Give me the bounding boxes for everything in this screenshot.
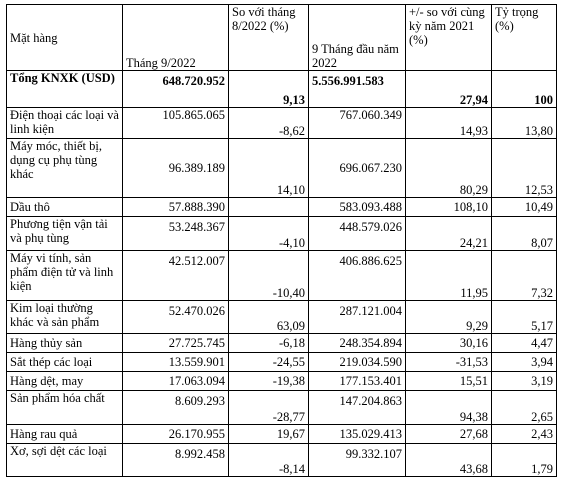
row-yoy: 80,29 bbox=[405, 138, 492, 198]
row-yoy: 11,95 bbox=[405, 250, 492, 301]
row-vs-prev: 63,09 bbox=[228, 300, 309, 334]
row-month: 52.470.026 bbox=[122, 300, 229, 334]
row-share: 1,79 bbox=[491, 443, 557, 477]
row-share: 2,43 bbox=[491, 424, 557, 444]
header-yoy: +/- so với cùng kỳ năm 2021 (%) bbox=[405, 4, 492, 71]
table-row: Sắt thép các loại 13.559.901 -24,55 219.… bbox=[6, 352, 557, 372]
row-month: 8.992.458 bbox=[122, 443, 229, 477]
row-name: Sản phẩm hóa chất bbox=[6, 390, 123, 425]
table-row: Kim loại thường khác và sản phẩm 52.470.… bbox=[6, 300, 557, 334]
row-share: 5,17 bbox=[491, 300, 557, 334]
row-ytd: 248.354.894 bbox=[308, 333, 406, 353]
header-month: Tháng 9/2022 bbox=[122, 4, 229, 71]
row-share: 3,94 bbox=[491, 352, 557, 372]
row-yoy: 27,68 bbox=[405, 424, 492, 444]
row-ytd: 767.060.349 bbox=[308, 107, 406, 139]
row-vs-prev: -8,62 bbox=[228, 107, 309, 139]
row-ytd: 406.886.625 bbox=[308, 250, 406, 301]
row-share: 3,19 bbox=[491, 371, 557, 391]
table-row: Xơ, sợi dệt các loại 8.992.458 -8,14 99.… bbox=[6, 443, 557, 477]
row-name: Điện thoại các loại và linh kiện bbox=[6, 107, 123, 139]
row-share: 13,80 bbox=[491, 107, 557, 139]
row-yoy: 30,16 bbox=[405, 333, 492, 353]
row-ytd: 448.579.026 bbox=[308, 216, 406, 251]
row-name: Xơ, sợi dệt các loại bbox=[6, 443, 123, 477]
row-yoy: 14,93 bbox=[405, 107, 492, 139]
total-month: 648.720.952 bbox=[122, 70, 229, 108]
row-yoy: 108,10 bbox=[405, 197, 492, 217]
row-share: 4,47 bbox=[491, 333, 557, 353]
row-yoy: 9,29 bbox=[405, 300, 492, 334]
row-vs-prev: -6,18 bbox=[228, 333, 309, 353]
table-row: Máy móc, thiết bị, dụng cụ phụ tùng khác… bbox=[6, 138, 557, 198]
row-ytd: 696.067.230 bbox=[308, 138, 406, 198]
header-vs-prev: So với tháng 8/2022 (%) bbox=[228, 4, 309, 71]
row-vs-prev: -24,55 bbox=[228, 352, 309, 372]
row-month: 8.609.293 bbox=[122, 390, 229, 425]
row-ytd: 583.093.488 bbox=[308, 197, 406, 217]
row-month: 13.559.901 bbox=[122, 352, 229, 372]
row-share: 12,53 bbox=[491, 138, 557, 198]
total-row: Tổng KNXK (USD) 648.720.952 9,13 5.556.9… bbox=[6, 70, 557, 108]
row-name: Sắt thép các loại bbox=[6, 352, 123, 372]
row-vs-prev: -10,40 bbox=[228, 250, 309, 301]
total-yoy: 27,94 bbox=[405, 70, 492, 108]
row-share: 10,49 bbox=[491, 197, 557, 217]
row-month: 26.170.955 bbox=[122, 424, 229, 444]
row-yoy: 15,51 bbox=[405, 371, 492, 391]
export-table: Mặt hàng Tháng 9/2022 So với tháng 8/202… bbox=[6, 4, 557, 477]
total-ytd: 5.556.991.583 bbox=[308, 70, 406, 108]
row-vs-prev: 14,10 bbox=[228, 138, 309, 198]
row-vs-prev: -8,14 bbox=[228, 443, 309, 477]
header-share: Tỷ trọng (%) bbox=[491, 4, 557, 71]
row-name: Hàng rau quả bbox=[6, 424, 123, 444]
total-vs-prev: 9,13 bbox=[228, 70, 309, 108]
row-month: 105.865.065 bbox=[122, 107, 229, 139]
row-month: 17.063.094 bbox=[122, 371, 229, 391]
table-row: Dầu thô 57.888.390 583.093.488 108,10 10… bbox=[6, 197, 557, 217]
row-ytd: 219.034.590 bbox=[308, 352, 406, 372]
row-month: 96.389.189 bbox=[122, 138, 229, 198]
row-ytd: 147.204.863 bbox=[308, 390, 406, 425]
table-row: Sản phẩm hóa chất 8.609.293 -28,77 147.2… bbox=[6, 390, 557, 425]
row-name: Máy móc, thiết bị, dụng cụ phụ tùng khác bbox=[6, 138, 123, 198]
row-name: Phương tiện vận tải và phụ tùng bbox=[6, 216, 123, 251]
row-vs-prev: -4,10 bbox=[228, 216, 309, 251]
row-yoy: -31,53 bbox=[405, 352, 492, 372]
table-row: Hàng rau quả 26.170.955 19,67 135.029.41… bbox=[6, 424, 557, 444]
header-ytd: 9 Tháng đầu năm 2022 bbox=[308, 4, 406, 71]
row-ytd: 135.029.413 bbox=[308, 424, 406, 444]
row-name: Hàng dệt, may bbox=[6, 371, 123, 391]
header-item: Mặt hàng bbox=[6, 4, 123, 71]
row-name: Hàng thủy sản bbox=[6, 333, 123, 353]
row-share: 8,07 bbox=[491, 216, 557, 251]
row-name: Dầu thô bbox=[6, 197, 123, 217]
row-ytd: 99.332.107 bbox=[308, 443, 406, 477]
row-name: Kim loại thường khác và sản phẩm bbox=[6, 300, 123, 334]
row-vs-prev: -28,77 bbox=[228, 390, 309, 425]
row-vs-prev: -19,38 bbox=[228, 371, 309, 391]
row-ytd: 177.153.401 bbox=[308, 371, 406, 391]
table-row: Máy vi tính, sản phẩm điện tử và linh ki… bbox=[6, 250, 557, 301]
row-vs-prev bbox=[228, 197, 309, 217]
table-row: Hàng dệt, may 17.063.094 -19,38 177.153.… bbox=[6, 371, 557, 391]
total-name: Tổng KNXK (USD) bbox=[6, 70, 123, 108]
row-month: 53.248.367 bbox=[122, 216, 229, 251]
row-share: 7,32 bbox=[491, 250, 557, 301]
row-vs-prev: 19,67 bbox=[228, 424, 309, 444]
table-row: Phương tiện vận tải và phụ tùng 53.248.3… bbox=[6, 216, 557, 251]
row-ytd: 287.121.004 bbox=[308, 300, 406, 334]
row-yoy: 43,68 bbox=[405, 443, 492, 477]
row-yoy: 94,38 bbox=[405, 390, 492, 425]
header-row: Mặt hàng Tháng 9/2022 So với tháng 8/202… bbox=[6, 4, 557, 71]
row-month: 57.888.390 bbox=[122, 197, 229, 217]
row-share: 2,65 bbox=[491, 390, 557, 425]
row-yoy: 24,21 bbox=[405, 216, 492, 251]
table-row: Hàng thủy sản 27.725.745 -6,18 248.354.8… bbox=[6, 333, 557, 353]
total-share: 100 bbox=[491, 70, 557, 108]
row-month: 27.725.745 bbox=[122, 333, 229, 353]
row-name: Máy vi tính, sản phẩm điện tử và linh ki… bbox=[6, 250, 123, 301]
row-month: 42.512.007 bbox=[122, 250, 229, 301]
table-row: Điện thoại các loại và linh kiện 105.865… bbox=[6, 107, 557, 139]
